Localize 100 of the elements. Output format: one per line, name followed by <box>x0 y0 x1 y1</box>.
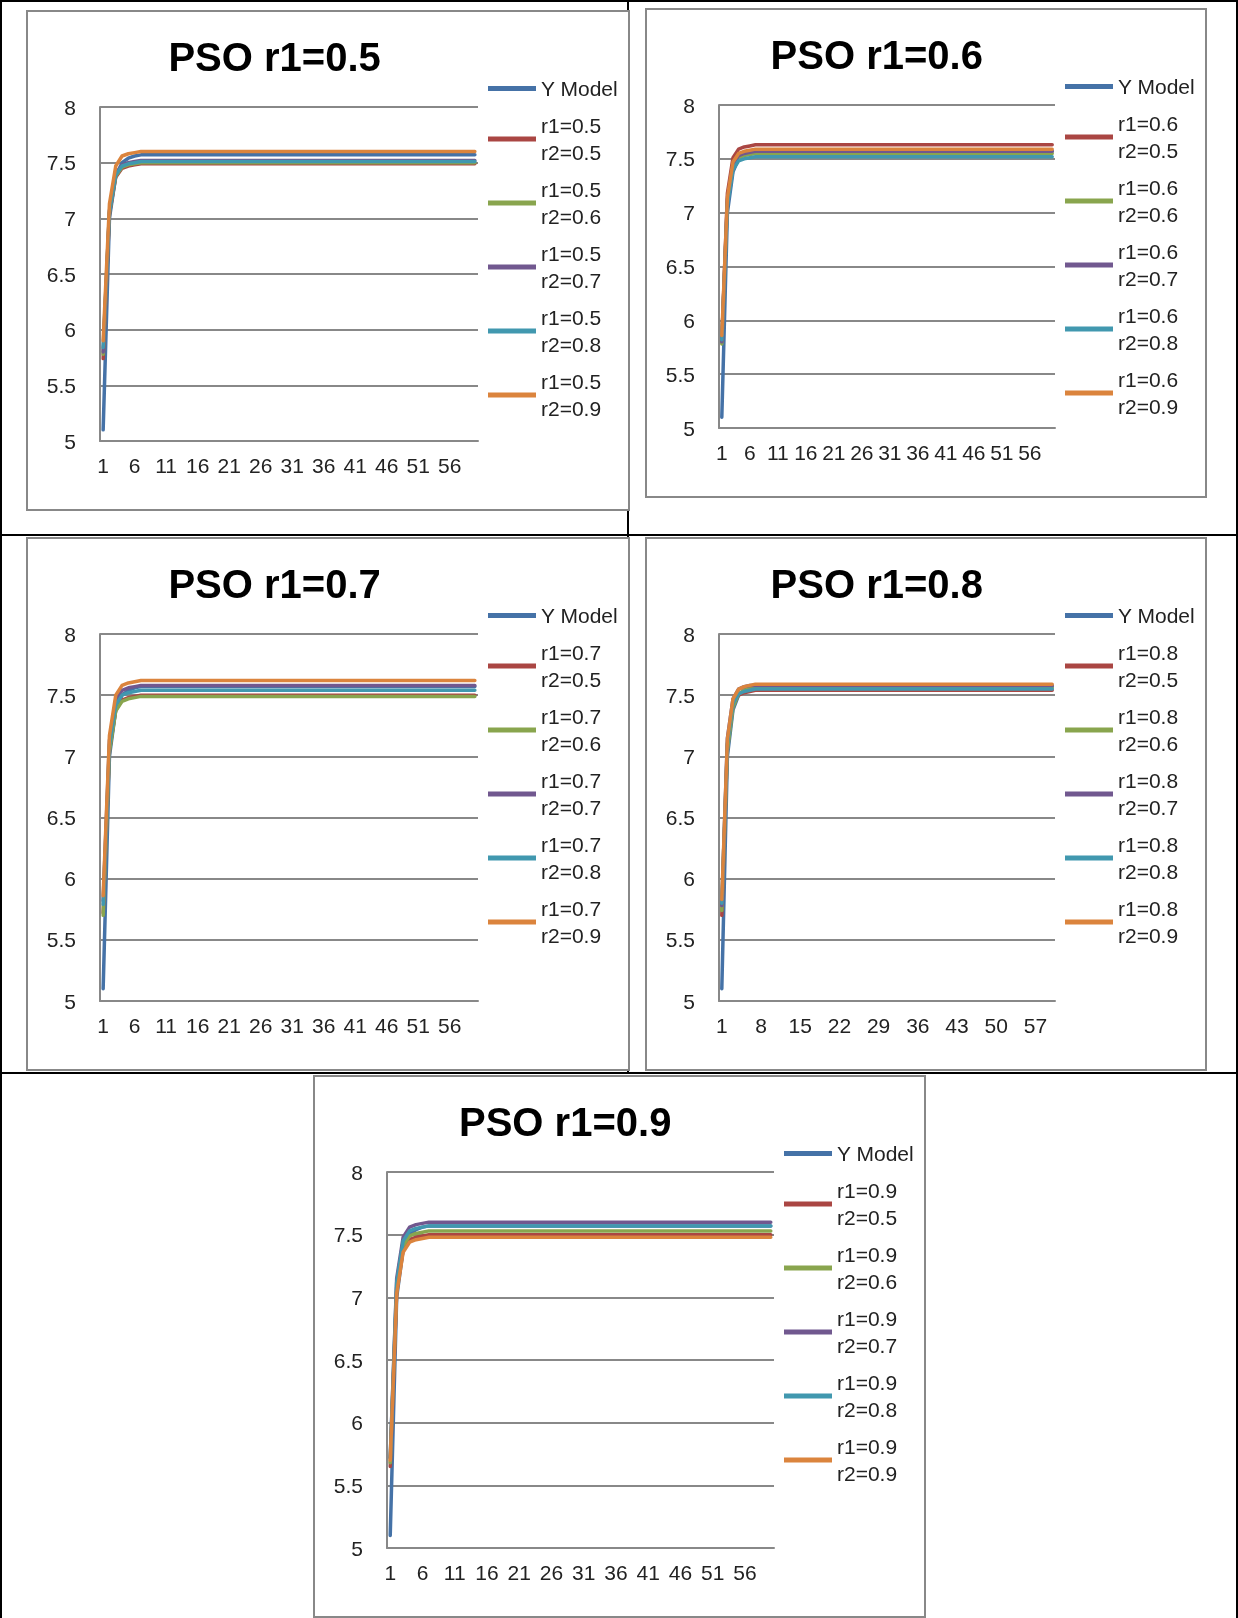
x-tick-label: 11 <box>766 441 789 464</box>
legend-label: Y Model <box>541 77 618 100</box>
x-tick-label: 36 <box>604 1561 628 1584</box>
y-tick-label: 7 <box>64 206 76 230</box>
y-tick-label: 7.5 <box>665 683 695 707</box>
y-tick-label: 7.5 <box>333 1223 363 1247</box>
legend-label: r1=0.7 r2=0.9 <box>541 897 607 947</box>
x-tick-label: 11 <box>155 1014 178 1037</box>
x-tick-label: 1 <box>97 1014 109 1037</box>
x-tick-label: 11 <box>443 1561 466 1584</box>
legend-label: r1=0.7 r2=0.6 <box>541 705 607 755</box>
chart-title: PSO r1=0.8 <box>770 562 983 606</box>
y-tick-label: 8 <box>683 622 695 646</box>
y-tick-label: 5.5 <box>333 1473 363 1497</box>
x-tick-label: 22 <box>827 1014 852 1037</box>
y-tick-label: 5 <box>351 1536 363 1560</box>
legend-label: r1=0.6 r2=0.5 <box>1118 112 1184 162</box>
y-tick-label: 6 <box>64 867 76 891</box>
x-tick-label: 11 <box>155 454 178 477</box>
legend-label: r1=0.5 r2=0.8 <box>541 306 607 356</box>
y-tick-label: 5.5 <box>46 928 76 952</box>
x-tick-label: 43 <box>945 1014 969 1037</box>
x-tick-label: 26 <box>248 1014 273 1037</box>
x-tick-label: 16 <box>794 441 818 464</box>
x-tick-label: 29 <box>866 1014 891 1037</box>
legend-label: r1=0.5 r2=0.9 <box>541 370 607 420</box>
legend-label: r1=0.8 r2=0.7 <box>1118 769 1184 819</box>
x-tick-label: 1 <box>97 454 109 477</box>
x-tick-label: 56 <box>1018 441 1042 464</box>
legend-label: r1=0.6 r2=0.9 <box>1118 368 1184 418</box>
y-tick-label: 7.5 <box>665 147 695 171</box>
y-tick-label: 8 <box>683 93 695 117</box>
x-tick-label: 56 <box>437 1014 462 1037</box>
y-tick-label: 6.5 <box>46 262 76 286</box>
y-tick-label: 5 <box>64 989 76 1013</box>
y-tick-label: 7 <box>351 1285 363 1309</box>
legend-label: r1=0.9 r2=0.9 <box>837 1435 903 1485</box>
legend-label: Y Model <box>1118 75 1195 98</box>
y-tick-label: 8 <box>64 95 76 119</box>
y-tick-label: 7.5 <box>46 683 76 707</box>
y-tick-label: 6 <box>64 318 76 342</box>
x-tick-label: 36 <box>311 454 336 477</box>
y-tick-label: 6.5 <box>46 806 76 829</box>
legend-label: r1=0.8 r2=0.6 <box>1118 705 1184 755</box>
legend-label: r1=0.6 r2=0.7 <box>1118 240 1184 290</box>
x-tick-label: 46 <box>374 1014 399 1037</box>
legend-label: r1=0.9 r2=0.6 <box>837 1243 903 1293</box>
x-tick-label: 1 <box>715 1014 728 1037</box>
x-tick-label: 36 <box>906 441 930 464</box>
legend-label: r1=0.9 r2=0.7 <box>837 1307 903 1357</box>
x-tick-label: 15 <box>788 1014 812 1037</box>
x-tick-label: 56 <box>437 454 462 477</box>
y-tick-label: 6.5 <box>665 255 695 278</box>
legend-label: r1=0.9 r2=0.8 <box>837 1371 903 1421</box>
x-tick-label: 26 <box>539 1561 564 1584</box>
x-tick-label: 21 <box>822 441 846 464</box>
x-tick-label: 31 <box>572 1561 596 1584</box>
y-tick-label: 6.5 <box>665 806 695 829</box>
legend-label: r1=0.8 r2=0.8 <box>1118 833 1184 883</box>
y-tick-label: 8 <box>351 1160 363 1184</box>
x-tick-label: 16 <box>475 1561 499 1584</box>
x-tick-label: 31 <box>280 454 304 477</box>
x-tick-label: 51 <box>406 1014 430 1037</box>
x-tick-label: 26 <box>850 441 874 464</box>
x-tick-label: 56 <box>733 1561 757 1584</box>
x-tick-label: 6 <box>128 454 141 477</box>
legend-label: r1=0.5 r2=0.6 <box>541 178 607 228</box>
x-tick-label: 50 <box>984 1014 1008 1037</box>
chart-title: PSO r1=0.6 <box>770 33 983 77</box>
y-tick-label: 5.5 <box>665 362 695 386</box>
x-tick-label: 41 <box>636 1561 660 1584</box>
legend-label: r1=0.7 r2=0.8 <box>541 833 607 883</box>
y-tick-label: 6.5 <box>333 1348 363 1372</box>
x-tick-label: 51 <box>990 441 1014 464</box>
legend-label: Y Model <box>541 604 618 627</box>
x-tick-label: 21 <box>217 1014 241 1037</box>
y-tick-label: 6 <box>683 308 695 332</box>
y-tick-label: 7 <box>683 201 695 225</box>
x-tick-label: 41 <box>934 441 958 464</box>
x-tick-label: 8 <box>755 1014 767 1037</box>
x-tick-label: 1 <box>384 1561 397 1584</box>
legend-label: r1=0.6 r2=0.6 <box>1118 176 1184 226</box>
x-tick-label: 6 <box>416 1561 429 1584</box>
x-tick-label: 16 <box>185 1014 210 1037</box>
x-tick-label: 51 <box>701 1561 725 1584</box>
legend-label: Y Model <box>837 1142 914 1165</box>
x-tick-label: 21 <box>217 454 241 477</box>
chart-title: PSO r1=0.9 <box>459 1100 672 1144</box>
legend-label: r1=0.5 r2=0.5 <box>541 114 607 164</box>
y-tick-label: 6 <box>683 867 695 891</box>
legend-label: r1=0.9 r2=0.5 <box>837 1179 903 1229</box>
y-tick-label: 7 <box>64 744 76 768</box>
legend-label: r1=0.7 r2=0.7 <box>541 769 607 819</box>
x-tick-label: 6 <box>743 441 756 464</box>
x-tick-label: 1 <box>715 441 728 464</box>
y-tick-label: 5.5 <box>665 928 695 952</box>
chart-title: PSO r1=0.5 <box>168 35 381 79</box>
y-tick-label: 7.5 <box>46 151 76 175</box>
legend-label: r1=0.7 r2=0.5 <box>541 641 607 691</box>
chart-title: PSO r1=0.7 <box>168 562 381 606</box>
